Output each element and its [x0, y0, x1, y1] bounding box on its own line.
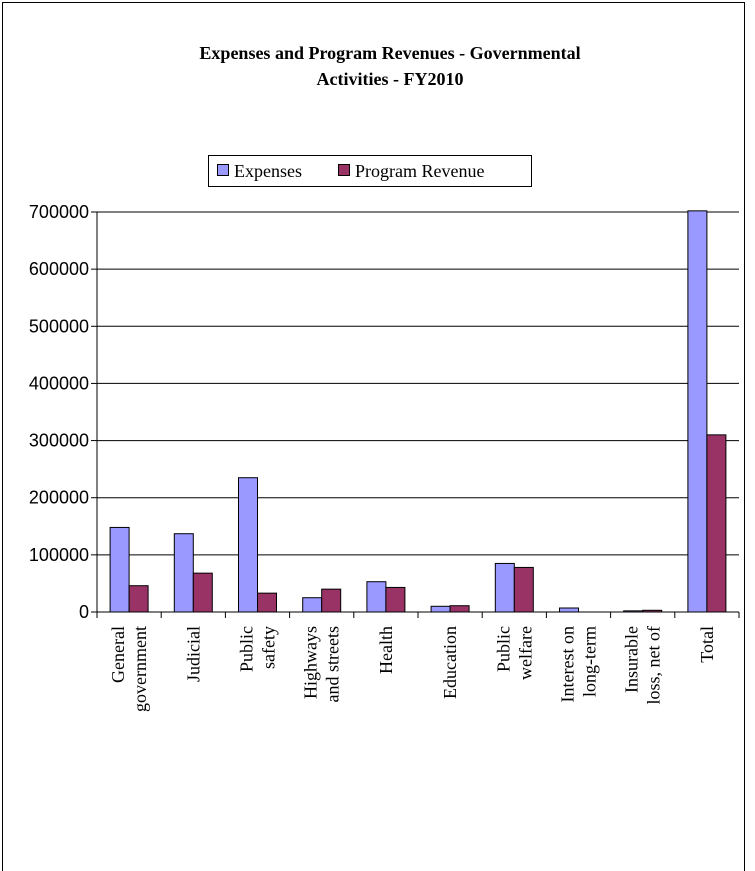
- x-category-label-7-line-1: long-term: [580, 626, 600, 697]
- bar-program-revenue-0: [128, 585, 149, 613]
- y-tick-label-2: 200000: [29, 488, 89, 508]
- bar-expenses-3: [302, 597, 323, 613]
- x-category-label-8-line-1: loss, net of: [644, 626, 664, 705]
- chart-title-line-1: Expenses and Program Revenues - Governme…: [199, 43, 581, 63]
- legend-entry-expenses: Expenses: [217, 161, 302, 181]
- bar-expenses-8: [623, 610, 644, 613]
- legend-swatch-expenses: [217, 164, 229, 176]
- bar-program-revenue-3: [321, 588, 342, 613]
- chart-title-line-2: Activities - FY2010: [316, 69, 464, 89]
- bar-program-revenue-2: [257, 592, 277, 613]
- y-tick-label-3: 300000: [29, 431, 89, 451]
- x-category-label-0-line-0: General: [108, 626, 128, 683]
- bar-expenses-9: [687, 210, 708, 613]
- y-tick-label-5: 500000: [29, 316, 89, 336]
- bar-expenses-1: [173, 533, 194, 613]
- y-tick-label-0: 0: [79, 602, 89, 622]
- bar-expenses-5: [430, 605, 451, 613]
- x-category-label-2-line-0: Public: [237, 626, 257, 672]
- bar-program-revenue-5: [449, 605, 470, 613]
- x-category-label-8-line-0: Insurable: [622, 626, 642, 693]
- x-category-label-2-line-1: safety: [259, 626, 279, 669]
- y-tick-label-4: 400000: [29, 373, 89, 393]
- x-category-label-4-line-0: Health: [376, 626, 396, 674]
- bar-program-revenue-1: [192, 572, 213, 613]
- chart-title: Expenses and Program Revenues - Governme…: [110, 40, 670, 92]
- legend: Expenses Program Revenue: [208, 155, 532, 187]
- bar-program-revenue-9: [706, 434, 727, 613]
- legend-entry-program-revenue: Program Revenue: [338, 161, 484, 181]
- bar-expenses-4: [366, 581, 387, 613]
- bar-expenses-2: [238, 477, 258, 613]
- x-category-label-6-line-1: welfare: [515, 626, 535, 680]
- bar-program-revenue-6: [513, 566, 534, 613]
- x-category-label-3-line-1: and streets: [323, 626, 343, 702]
- bar-expenses-7: [559, 607, 579, 613]
- x-category-label-3-line-0: Highways: [301, 626, 321, 699]
- y-tick-label-6: 600000: [29, 259, 89, 279]
- x-category-label-1-line-0: Judicial: [183, 626, 203, 682]
- legend-swatch-program-revenue: [338, 164, 350, 176]
- x-category-label-9-line-0: Total: [697, 626, 717, 663]
- bar-program-revenue-4: [385, 586, 406, 613]
- legend-label-expenses: Expenses: [234, 161, 302, 181]
- bar-expenses-0: [109, 526, 130, 613]
- x-category-label-6-line-0: Public: [493, 626, 513, 672]
- x-category-label-7-line-0: Interest on: [558, 626, 578, 702]
- x-category-label-5-line-0: Education: [440, 626, 460, 699]
- y-tick-label-1: 100000: [29, 545, 89, 565]
- bar-program-revenue-8: [642, 609, 663, 613]
- x-category-label-0-line-1: government: [130, 626, 150, 712]
- bar-expenses-6: [494, 562, 515, 613]
- y-tick-label-7: 700000: [29, 202, 89, 222]
- legend-label-program-revenue: Program Revenue: [355, 161, 485, 181]
